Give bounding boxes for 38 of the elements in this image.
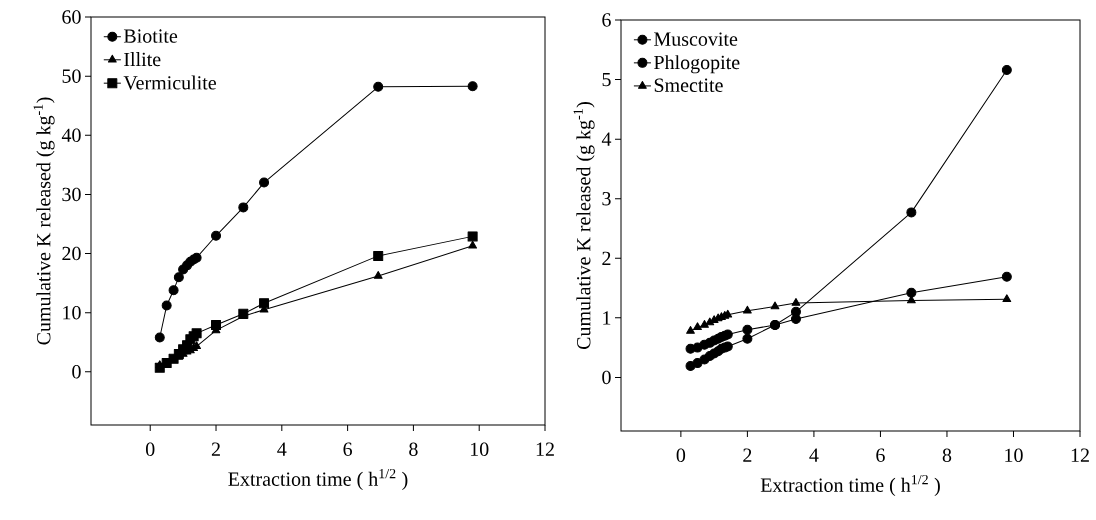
legend-label: Smectite (654, 78, 723, 92)
x-tick-label: 2 (743, 448, 752, 462)
y-tick-label: 3 (602, 191, 611, 206)
legend-label: Biotite (123, 29, 178, 43)
x-tick-label: 8 (942, 448, 952, 463)
y-axis-title: Cumulative K released (g kg$^{-1}$) (33, 97, 55, 345)
y-tick-label: 6 (602, 13, 611, 27)
x-tick-label: 6 (876, 448, 885, 462)
x-tick-label: 10 (1005, 448, 1023, 463)
x-axis-title: Extraction time ( h$^{1/2}$ ) (760, 474, 940, 496)
y-axis-title: Cumulative K released (g kg$^{-1}$) (573, 102, 595, 350)
y-tick-label: 4 (601, 132, 612, 146)
y-tick-label: 0 (602, 370, 611, 385)
y-tick-label: 30 (62, 187, 81, 202)
x-tick-label: 4 (277, 442, 287, 456)
x-tick-label: 4 (809, 448, 819, 462)
x-axis-title: Extraction time ( h$^{1/2}$ ) (228, 468, 408, 490)
y-tick-label: 60 (62, 10, 81, 24)
x-tick-label: 12 (536, 442, 554, 456)
legend-label: Phlogopite (654, 55, 740, 74)
y-tick-label: 0 (72, 365, 81, 379)
y-tick-label: 50 (62, 69, 81, 83)
y-tick-label: 5 (602, 72, 611, 87)
y-tick-label: 2 (602, 251, 611, 265)
y-tick-label: 40 (61, 128, 81, 143)
y-tick-label: 1 (603, 311, 611, 325)
legend-label: Illite (124, 52, 161, 67)
x-tick-label: 8 (409, 442, 418, 457)
y-tick-label: 10 (63, 305, 81, 320)
x-tick-label: 10 (470, 442, 489, 457)
x-tick-label: 0 (676, 448, 686, 463)
x-tick-label: 0 (145, 442, 155, 457)
x-tick-label: 12 (1071, 448, 1089, 462)
legend-label: Muscovite (654, 32, 738, 46)
legend-label: Vermiculite (123, 75, 216, 90)
y-tick-label: 20 (62, 246, 81, 261)
x-tick-label: 2 (211, 442, 220, 456)
x-tick-label: 6 (343, 442, 353, 456)
